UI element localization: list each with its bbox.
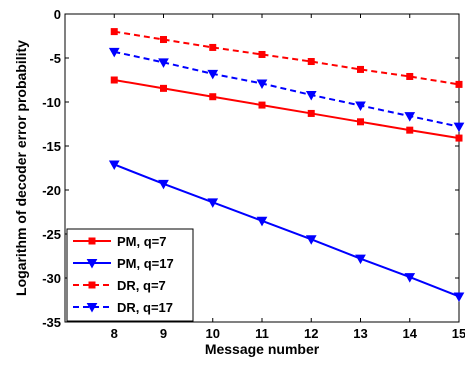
series-lines <box>108 28 465 302</box>
x-tick-label: 9 <box>160 326 167 341</box>
y-tick-label: -30 <box>42 271 61 286</box>
series-line <box>113 163 460 298</box>
data-point <box>209 43 217 51</box>
x-tick-label: 13 <box>353 326 367 341</box>
data-point <box>110 76 118 84</box>
data-point <box>207 69 219 80</box>
y-tick-label: -10 <box>42 95 61 110</box>
data-point <box>355 254 366 265</box>
data-point <box>307 58 315 66</box>
x-tick-label: 15 <box>452 326 465 341</box>
data-point <box>406 72 414 80</box>
legend-entry: DR, q=17 <box>73 300 173 315</box>
data-point <box>158 58 169 68</box>
data-point <box>258 101 266 109</box>
series-line <box>114 50 460 128</box>
y-tick-label: 0 <box>54 7 61 22</box>
legend-marker <box>86 259 98 269</box>
data-point <box>307 109 315 117</box>
data-point <box>404 273 416 283</box>
x-axis-title: Message number <box>205 341 320 357</box>
legend-entry: PM, q=7 <box>73 234 167 249</box>
data-point <box>110 28 118 36</box>
legend-marker <box>86 303 98 313</box>
legend-marker <box>88 237 96 245</box>
x-tick-label: 12 <box>304 326 318 341</box>
x-tick-label: 14 <box>403 326 418 341</box>
data-point <box>158 179 169 190</box>
legend-label: DR, q=7 <box>117 278 166 293</box>
y-tick-label: -25 <box>42 227 61 242</box>
legend-entry: PM, q=17 <box>73 256 174 271</box>
data-point <box>160 36 167 44</box>
x-tick-label: 8 <box>111 326 118 341</box>
series-4 <box>108 47 465 133</box>
data-point <box>453 122 465 133</box>
series-line <box>114 79 460 140</box>
legend-label: PM, q=7 <box>117 234 167 249</box>
data-point <box>357 65 364 73</box>
data-point <box>305 90 317 101</box>
data-point <box>455 134 463 142</box>
legend-box <box>66 228 194 322</box>
x-tick-label: 11 <box>255 326 269 341</box>
data-point <box>453 292 465 302</box>
data-point <box>108 47 120 58</box>
data-point <box>160 84 167 92</box>
data-point <box>357 118 364 126</box>
data-point <box>256 79 268 90</box>
legend-label: DR, q=17 <box>117 300 173 315</box>
data-point <box>258 50 266 58</box>
legend-marker <box>88 281 96 289</box>
axis-ticks: 8 9 10 11 12 13 14 15 0 -5 -10 -15 -20 -25 -30 -35 <box>42 7 465 341</box>
x-tick-label: 10 <box>206 326 220 341</box>
y-tick-label: -15 <box>42 139 61 154</box>
data-point <box>108 160 120 170</box>
series-line <box>114 30 460 86</box>
y-tick-label: -20 <box>42 183 61 198</box>
data-point <box>406 126 414 134</box>
legend-label: PM, q=17 <box>117 256 174 271</box>
data-point <box>207 198 219 208</box>
y-tick-label: -5 <box>49 51 61 66</box>
legend-entry: DR, q=7 <box>73 278 166 293</box>
data-point <box>256 216 268 227</box>
series-1 <box>110 76 463 142</box>
data-point <box>455 80 463 88</box>
data-point <box>305 235 317 245</box>
series-2 <box>108 160 465 302</box>
y-tick-label: -35 <box>42 315 61 330</box>
y-axis-title: Logarithm of decoder error probability <box>13 40 29 296</box>
data-point <box>209 93 217 101</box>
data-point <box>404 112 416 122</box>
series-3 <box>110 28 463 88</box>
legend: PM, q=7 PM, q=17 DR, q=7 DR, q=17 <box>66 228 194 322</box>
data-point <box>355 101 366 112</box>
